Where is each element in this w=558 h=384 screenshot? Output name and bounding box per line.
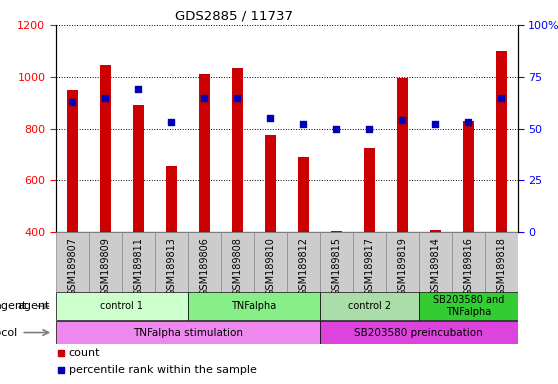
FancyBboxPatch shape [320, 293, 419, 320]
FancyBboxPatch shape [56, 321, 320, 344]
Point [200, 94, 209, 101]
Text: control 2: control 2 [348, 301, 391, 311]
Point [266, 115, 275, 121]
Text: GSM189809: GSM189809 [100, 237, 110, 296]
Text: GSM189810: GSM189810 [265, 237, 275, 296]
Text: GSM189819: GSM189819 [397, 237, 407, 296]
FancyBboxPatch shape [188, 232, 221, 292]
Text: TNFalpha: TNFalpha [231, 301, 276, 311]
Bar [430, 230, 441, 232]
Point [134, 86, 143, 92]
FancyBboxPatch shape [56, 293, 188, 320]
FancyBboxPatch shape [287, 232, 320, 292]
Text: SB203580 and
TNFalpha: SB203580 and TNFalpha [432, 295, 504, 317]
FancyBboxPatch shape [155, 232, 188, 292]
Point [167, 119, 176, 126]
Bar [166, 166, 177, 232]
FancyBboxPatch shape [320, 321, 518, 344]
Bar [297, 157, 309, 232]
Point [332, 126, 341, 132]
Bar [463, 121, 474, 232]
FancyBboxPatch shape [89, 232, 122, 292]
Point [464, 119, 473, 126]
Point [497, 94, 506, 101]
Text: GDS2885 / 11737: GDS2885 / 11737 [175, 10, 294, 23]
FancyBboxPatch shape [188, 293, 320, 320]
Bar [133, 105, 144, 232]
Bar [496, 51, 507, 232]
Text: percentile rank within the sample: percentile rank within the sample [69, 365, 257, 375]
FancyBboxPatch shape [56, 232, 89, 292]
Text: GSM189818: GSM189818 [496, 237, 506, 296]
FancyBboxPatch shape [353, 232, 386, 292]
Point [365, 126, 374, 132]
Text: GSM189817: GSM189817 [364, 237, 374, 296]
Point [398, 117, 407, 123]
Text: GSM189807: GSM189807 [68, 237, 78, 296]
FancyBboxPatch shape [320, 232, 353, 292]
Bar [66, 90, 78, 232]
FancyBboxPatch shape [485, 232, 518, 292]
Text: agent: agent [18, 301, 50, 311]
FancyBboxPatch shape [419, 293, 518, 320]
Bar [397, 78, 408, 232]
Bar [364, 148, 375, 232]
FancyBboxPatch shape [221, 232, 254, 292]
Point [233, 94, 242, 101]
FancyBboxPatch shape [386, 232, 419, 292]
Text: control 1: control 1 [100, 301, 143, 311]
Bar [232, 68, 243, 232]
Text: protocol: protocol [0, 328, 18, 338]
FancyBboxPatch shape [452, 232, 485, 292]
Point [431, 121, 440, 127]
Text: GSM189816: GSM189816 [463, 237, 473, 296]
Point [299, 121, 308, 127]
Text: GSM189813: GSM189813 [166, 237, 176, 296]
Text: GSM189812: GSM189812 [299, 237, 309, 296]
Text: GSM189808: GSM189808 [232, 237, 242, 296]
Point [257, 135, 266, 141]
Bar [99, 65, 111, 232]
Bar [199, 74, 210, 232]
Point [68, 99, 77, 105]
FancyBboxPatch shape [254, 232, 287, 292]
Text: agent: agent [0, 301, 27, 311]
Text: GSM189814: GSM189814 [430, 237, 440, 296]
Text: TNFalpha stimulation: TNFalpha stimulation [133, 328, 243, 338]
FancyBboxPatch shape [122, 232, 155, 292]
Point [101, 94, 110, 101]
Point [257, 293, 266, 299]
Bar [264, 135, 276, 232]
Text: GSM189811: GSM189811 [133, 237, 143, 296]
Text: count: count [69, 348, 100, 358]
FancyBboxPatch shape [419, 232, 452, 292]
Text: GSM189806: GSM189806 [199, 237, 209, 296]
Text: GSM189815: GSM189815 [331, 237, 341, 296]
Bar [330, 231, 342, 232]
Text: SB203580 preincubation: SB203580 preincubation [354, 328, 483, 338]
